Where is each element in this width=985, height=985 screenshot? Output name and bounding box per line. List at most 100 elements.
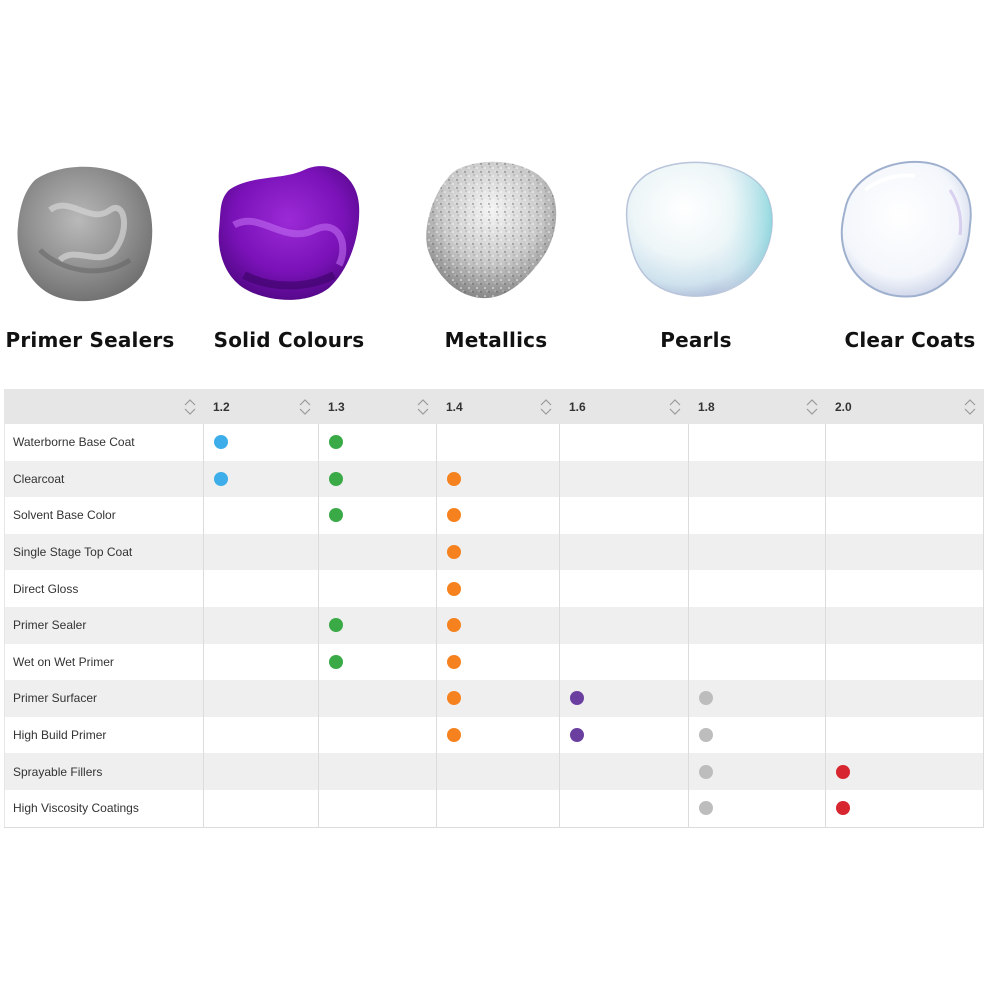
nozzle-cell-1.3 [318, 716, 437, 754]
nozzle-cell-2.0 [825, 606, 984, 644]
nozzle-cell-1.2 [203, 460, 319, 498]
table-row: Primer Surfacer [4, 680, 984, 717]
availability-dot [214, 435, 228, 450]
column-header-label: 1.3 [328, 399, 345, 414]
table-row: Primer Sealer [4, 606, 984, 644]
nozzle-cell-1.8 [688, 533, 826, 571]
product-name-cell: High Viscosity Coatings [4, 789, 204, 828]
nozzle-cell-1.3 [318, 789, 437, 828]
paint-type-swatches: Primer Sealers Solid Colours [0, 150, 985, 365]
sort-icon[interactable] [668, 398, 682, 416]
nozzle-cell-1.6 [559, 570, 689, 607]
nozzle-cell-2.0 [825, 497, 984, 534]
swatch-metallics: Metallics [396, 150, 596, 365]
nozzle-cell-1.2 [203, 716, 319, 754]
column-header-label: 1.4 [446, 399, 463, 414]
availability-dot [447, 581, 461, 596]
table-row: Wet on Wet Primer [4, 643, 984, 681]
nozzle-cell-1.8 [688, 570, 826, 607]
nozzle-cell-1.6 [559, 680, 689, 717]
availability-dot [570, 728, 584, 743]
nozzle-cell-2.0 [825, 570, 984, 607]
nozzle-cell-2.0 [825, 423, 984, 461]
column-header-name[interactable] [4, 389, 204, 424]
availability-dot [447, 618, 461, 633]
column-header-2.0[interactable]: 2.0 [825, 389, 984, 424]
availability-dot [699, 801, 713, 816]
nozzle-cell-1.2 [203, 570, 319, 607]
nozzle-cell-1.8 [688, 497, 826, 534]
nozzle-cell-1.2 [203, 789, 319, 828]
sort-icon[interactable] [539, 398, 553, 416]
pearl-blob-icon [625, 161, 773, 297]
table-row: Waterborne Base Coat [4, 423, 984, 461]
nozzle-cell-1.2 [203, 533, 319, 571]
nozzle-cell-1.6 [559, 643, 689, 681]
availability-dot [329, 508, 343, 523]
nozzle-cell-1.8 [688, 716, 826, 754]
table-row: Single Stage Top Coat [4, 533, 984, 571]
table-header-row: 1.2 1.3 1.4 1.6 1.8 2.0 [4, 389, 984, 424]
availability-dot [447, 545, 461, 560]
nozzle-cell-2.0 [825, 460, 984, 498]
column-header-1.3[interactable]: 1.3 [318, 389, 437, 424]
sort-icon[interactable] [963, 398, 977, 416]
nozzle-cell-1.3 [318, 680, 437, 717]
column-header-1.8[interactable]: 1.8 [688, 389, 826, 424]
column-header-label: 1.2 [213, 399, 230, 414]
nozzle-cell-1.2 [203, 423, 319, 461]
nozzle-cell-1.6 [559, 533, 689, 571]
table-row: High Viscosity Coatings [4, 789, 984, 828]
availability-dot [329, 471, 343, 486]
column-header-1.2[interactable]: 1.2 [203, 389, 319, 424]
availability-dot [836, 764, 850, 779]
grey-paint-blob-icon [17, 166, 153, 302]
product-name-cell: Direct Gloss [4, 570, 204, 607]
sort-icon[interactable] [183, 398, 197, 416]
availability-dot [447, 508, 461, 523]
nozzle-cell-2.0 [825, 533, 984, 571]
nozzle-cell-1.4 [436, 753, 560, 790]
product-name-cell: High Build Primer [4, 716, 204, 754]
table-row: Solvent Base Color [4, 497, 984, 534]
product-name-cell: Wet on Wet Primer [4, 643, 204, 681]
table-row: Direct Gloss [4, 570, 984, 607]
nozzle-cell-1.4 [436, 423, 560, 461]
nozzle-cell-1.8 [688, 606, 826, 644]
column-header-label: 1.8 [698, 399, 715, 414]
nozzle-cell-1.4 [436, 789, 560, 828]
swatch-label: Primer Sealers [5, 328, 175, 352]
nozzle-cell-1.4 [436, 570, 560, 607]
availability-dot [699, 691, 713, 706]
availability-dot [836, 801, 850, 816]
nozzle-cell-1.3 [318, 460, 437, 498]
nozzle-cell-1.3 [318, 643, 437, 681]
nozzle-cell-1.2 [203, 606, 319, 644]
product-name-cell: Solvent Base Color [4, 497, 204, 534]
column-header-label: 1.6 [569, 399, 586, 414]
table-row: Clearcoat [4, 460, 984, 498]
nozzle-cell-1.6 [559, 423, 689, 461]
column-header-1.6[interactable]: 1.6 [559, 389, 689, 424]
sort-icon[interactable] [416, 398, 430, 416]
table-row: Sprayable Fillers [4, 753, 984, 790]
table-body: Waterborne Base Coat Clearcoat Solvent Bas… [4, 423, 984, 828]
sort-icon[interactable] [805, 398, 819, 416]
purple-paint-blob-icon [218, 166, 360, 300]
nozzle-cell-2.0 [825, 789, 984, 828]
nozzle-cell-1.4 [436, 643, 560, 681]
nozzle-cell-1.8 [688, 643, 826, 681]
product-name-cell: Waterborne Base Coat [4, 423, 204, 461]
nozzle-cell-2.0 [825, 716, 984, 754]
product-name-cell: Single Stage Top Coat [4, 533, 204, 571]
nozzle-cell-1.2 [203, 753, 319, 790]
nozzle-cell-1.4 [436, 716, 560, 754]
nozzle-cell-1.3 [318, 533, 437, 571]
nozzle-cell-1.6 [559, 789, 689, 828]
nozzle-cell-2.0 [825, 753, 984, 790]
sort-icon[interactable] [298, 398, 312, 416]
swatch-clear-coats: Clear Coats [810, 150, 985, 365]
column-header-1.4[interactable]: 1.4 [436, 389, 560, 424]
nozzle-cell-1.6 [559, 497, 689, 534]
nozzle-cell-1.3 [318, 753, 437, 790]
